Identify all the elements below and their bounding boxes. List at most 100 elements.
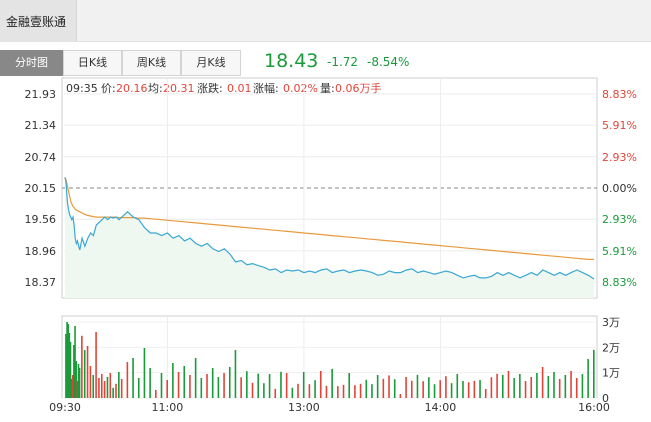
stock-name-tab[interactable]: 金融壹账通 [0,0,77,42]
tab-monthly-k[interactable]: 月K线 [181,50,241,76]
volume-bar [280,371,282,398]
volume-panel-frame [61,315,598,399]
volume-bar [285,373,288,398]
volume-bar [536,373,538,398]
volume-bar [410,380,413,398]
volume-bar [100,374,103,398]
volume-bar [325,385,328,398]
volume-bar [342,384,345,398]
y-right-tick-label: 5.91% [602,119,637,132]
volume-bar [177,372,180,398]
volume-bar [553,372,555,398]
volume-bar [291,387,294,398]
volume-bar [95,332,97,398]
volume-bar [74,326,76,398]
volume-bar [456,374,459,398]
info-change-label: 涨跌: [197,81,223,95]
volume-bar [371,384,373,398]
info-volume-value: 0.06万手 [335,81,382,95]
volume-bar [86,346,89,398]
volume-bar [71,375,74,398]
price-line [64,177,595,280]
volume-bar [359,383,362,398]
volume-bar [183,366,186,398]
volume-bar [382,378,385,398]
volume-bar [194,358,197,398]
volume-bar [103,381,106,398]
volume-bar [376,375,379,398]
volume-bar [308,384,311,398]
volume-bar [69,342,72,398]
volume-bar [593,349,595,398]
chart-lines [64,177,595,280]
x-axis: 09:30 11:00 13:00 14:00 16:00 [49,401,610,414]
volume-bar [246,371,248,398]
volume-bar [439,380,442,398]
volume-bars [65,322,595,398]
info-time: 09:35 [66,82,98,95]
volume-bar [81,335,83,398]
volume-bar [112,387,114,398]
volume-bar [149,368,151,398]
volume-bar [98,378,100,398]
info-avg-value: 20.31 [163,82,195,95]
volume-bar [564,375,567,398]
info-change-value: 0.01 [227,82,252,95]
volume-bar [450,383,453,398]
volume-axis: 3万 2万 1万 0 [602,316,620,405]
price-area [65,177,594,298]
info-pct-label: 涨幅: [253,82,279,95]
y-axis-right: 8.83% 5.91% 2.93% 0.00% 2.93% 5.91% 8.83% [602,88,637,289]
volume-bar [524,381,527,398]
volume-bar [575,378,578,398]
volume-bar [160,373,163,398]
tab-daily-k[interactable]: 日K线 [63,50,122,76]
info-price-label: 价: [101,82,116,95]
volume-bar [257,373,259,398]
volume-bar [496,373,498,398]
volume-bar [405,377,407,398]
volume-bar [519,374,521,398]
info-price-value: 20.16 [116,82,148,95]
volume-bar [206,374,208,398]
volume-bar [388,375,390,398]
volume-bar [331,368,333,398]
y-right-tick-label: 2.93% [602,151,637,164]
volume-bar [547,376,550,398]
volume-bar [83,350,86,398]
volume-bar [68,333,71,398]
volume-bar [319,371,322,398]
y-axis-left: 21.93 21.34 20.74 20.15 19.56 18.96 18.37 [25,88,57,289]
volume-bar [106,377,109,398]
y-right-tick-label: 0.00% [602,182,637,195]
volume-tick-label: 2万 [602,341,620,354]
volume-bar [393,379,396,398]
volume-bar [541,367,544,398]
volume-bar [75,361,77,398]
top-bar: 金融壹账通 [0,0,651,42]
tab-intraday[interactable]: 分时图 [0,50,63,76]
x-tick-label: 09:30 [49,401,81,414]
volume-bar [274,388,277,398]
volume-bar [92,375,95,398]
tab-weekly-k[interactable]: 周K线 [122,50,181,76]
volume-bar [126,362,129,398]
info-pct-value: 0.02% [283,82,318,95]
volume-bar [89,366,92,398]
y-tick-label: 18.37 [25,276,57,289]
volume-bar [428,377,430,398]
volume-bar [581,374,584,398]
volume-tick-label: 0 [602,392,609,405]
volume-bar [115,383,117,398]
volume-bar [445,376,447,398]
x-tick-label: 14:00 [425,401,457,414]
volume-bar [109,373,112,398]
volume-bar [399,394,402,398]
x-tick-label: 16:00 [578,401,610,414]
volume-bar [228,367,231,398]
volume-bar [365,379,368,398]
stock-name-label: 金融壹账通 [6,15,67,29]
volume-bar [570,371,572,398]
volume-bar [211,368,214,398]
